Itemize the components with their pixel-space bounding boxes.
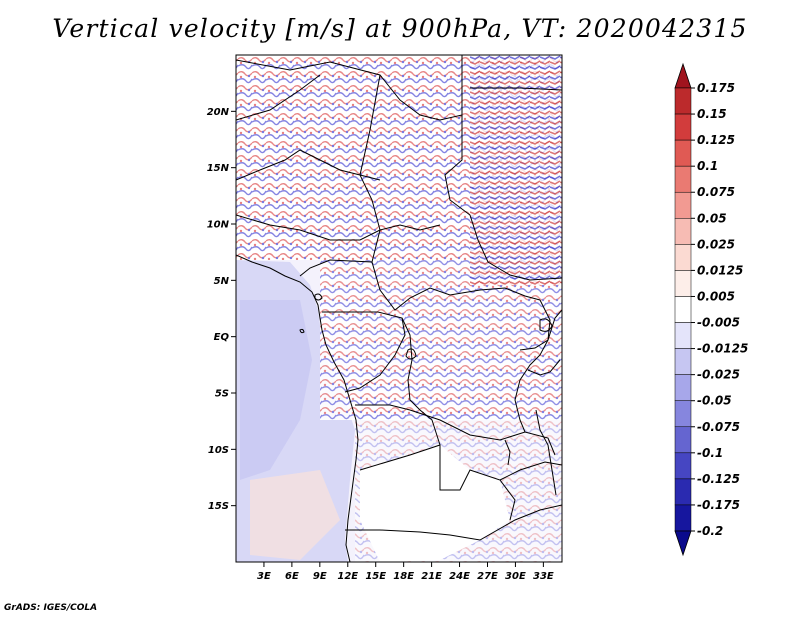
ocean-ascent-patch: [250, 470, 340, 560]
colorbar-label: -0.1: [697, 446, 723, 460]
lon-label: 15E: [365, 571, 386, 582]
colorbar-label: 0.175: [697, 81, 735, 95]
colorbar-segment: [674, 218, 692, 245]
map-border: [235, 54, 563, 563]
lon-axis: 3E 6E 9E 12E 15E 18E 21E 24E 27E 30E 33E: [257, 562, 554, 582]
lon-label: 3E: [257, 571, 271, 582]
lon-label: 12E: [337, 571, 358, 582]
lat-label: 10N: [207, 220, 230, 231]
lat-label: 5N: [214, 276, 230, 287]
ocean-descent-patch: [240, 300, 312, 480]
lat-label: EQ: [214, 332, 230, 343]
colorbar-label: -0.175: [697, 498, 740, 512]
lon-label: 9E: [313, 571, 327, 582]
colorbar-segment: [674, 87, 692, 115]
colorbar-label: -0.2: [697, 524, 723, 538]
chart-title: Vertical velocity [m/s] at 900hPa, VT: 2…: [52, 14, 748, 43]
colorbar-segment: [674, 504, 692, 532]
colorbar-segment: [674, 270, 692, 297]
grads-credit: GrADS: IGES/COLA: [4, 603, 98, 613]
colorbar-label: 0.0125: [697, 263, 743, 277]
map-frame: 20N 15N 10N 5N EQ 5S 10S 15S 3E 6E 9E 12E 15E 18E 21E…: [207, 54, 563, 582]
colorbar-label: 0.1: [697, 159, 718, 173]
colorbar-segment: [674, 165, 692, 193]
colorbar-labels: 0.175 0.15 0.125 0.1 0.075 0.05 0.025 0.0125 0.0…: [691, 81, 748, 538]
colorbar-segment: [674, 478, 692, 506]
lat-label: 15S: [208, 501, 229, 512]
lat-axis: 20N 15N 10N 5N EQ 5S 10S 15S: [207, 107, 236, 512]
calm-region: [360, 445, 510, 562]
colorbar-label: -0.0125: [697, 342, 748, 356]
lon-label: 6E: [285, 571, 299, 582]
colorbar-segment: [674, 400, 692, 428]
colorbar-label: -0.05: [697, 394, 732, 408]
colorbar-label: 0.025: [697, 237, 735, 251]
colorbar-label: -0.005: [697, 316, 740, 330]
lon-label: 21E: [421, 571, 442, 582]
lat-label: 15N: [207, 163, 230, 174]
colorbar-segment: [674, 113, 692, 141]
colorbar-segment: [674, 348, 692, 375]
colorbar-segment: [674, 374, 692, 401]
lat-label: 10S: [208, 445, 229, 456]
colorbar-segment: [674, 296, 692, 323]
colorbar-label: 0.005: [697, 289, 735, 303]
colorbar-label: 0.075: [697, 185, 735, 199]
lat-label: 5S: [215, 389, 229, 400]
colorbar-bottom-triangle: [674, 530, 692, 557]
colorbar-segment: [674, 139, 692, 167]
colorbar-segment: [674, 191, 692, 219]
colorbar-label: 0.05: [697, 211, 727, 225]
colorbar-segment: [674, 244, 692, 271]
colorbar-label: -0.075: [697, 420, 740, 434]
colorbar-label: 0.15: [697, 107, 727, 121]
coastline: [236, 254, 359, 562]
lon-label: 24E: [449, 571, 470, 582]
ethiopia-field: [470, 55, 562, 285]
lon-label: 18E: [393, 571, 414, 582]
lon-label: 30E: [505, 571, 526, 582]
colorbar-label: 0.125: [697, 133, 735, 147]
colorbar: [674, 62, 692, 557]
country-borders: [236, 55, 562, 562]
colorbar-segment: [674, 322, 692, 349]
colorbar-label: -0.025: [697, 368, 740, 382]
lon-label: 33E: [533, 571, 554, 582]
colorbar-top-triangle: [674, 62, 692, 89]
colorbar-label: -0.125: [697, 472, 740, 486]
colorbar-segment: [674, 452, 692, 480]
colorbar-segment: [674, 426, 692, 454]
lat-label: 20N: [207, 107, 230, 118]
congo-field: [320, 260, 562, 420]
lon-label: 27E: [477, 571, 498, 582]
